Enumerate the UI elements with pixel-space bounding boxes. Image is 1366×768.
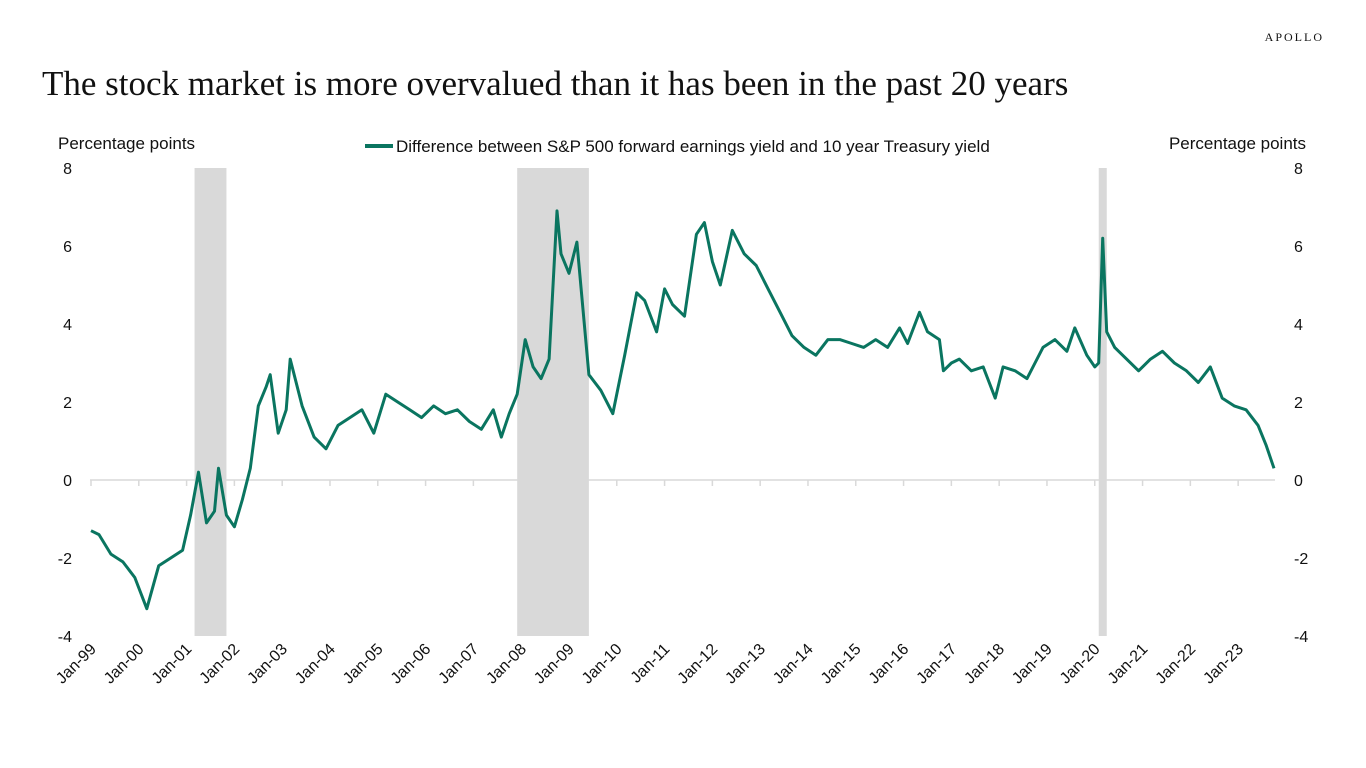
left-axis-unit-label: Percentage points (58, 134, 195, 153)
x-tick-label-Jan-20: Jan-20 (1057, 641, 1104, 688)
y-tick-left--2: -2 (58, 551, 72, 568)
x-tick-label-Jan-22: Jan-22 (1153, 641, 1200, 688)
x-tick-label-Jan-23: Jan-23 (1200, 641, 1247, 688)
y-tick-right--4: -4 (1294, 629, 1308, 646)
y-tick-right-4: 4 (1294, 317, 1303, 334)
x-tick-label-Jan-01: Jan-01 (149, 641, 196, 688)
x-tick-label-Jan-02: Jan-02 (197, 641, 244, 688)
y-tick-left-6: 6 (63, 239, 72, 256)
y-tick-left-2: 2 (63, 395, 72, 412)
y-tick-right-0: 0 (1294, 473, 1303, 490)
x-tick-label-Jan-09: Jan-09 (531, 641, 578, 688)
x-tick-label-Jan-06: Jan-06 (388, 641, 435, 688)
brand-logo: APOLLO (1264, 30, 1324, 44)
x-tick-label-Jan-05: Jan-05 (340, 641, 387, 688)
x-tick-label-Jan-21: Jan-21 (1105, 641, 1152, 688)
y-axis-ticks: -4 -4 -2 -2 0 0 2 2 4 4 6 6 8 8 (58, 161, 1309, 646)
x-tick-label-Jan-10: Jan-10 (579, 641, 626, 688)
x-tick-label-Jan-17: Jan-17 (914, 641, 961, 688)
series-line (90, 209, 1276, 611)
x-axis-ticks: Jan-99 Jan-00 Jan-01 Jan-02 Jan-03 Jan-04 Jan-… (53, 480, 1247, 687)
legend: Difference between S&P 500 forward earni… (365, 137, 990, 156)
recession-bands (194, 168, 1107, 636)
x-tick-label-Jan-99: Jan-99 (53, 641, 100, 688)
right-axis-unit-label: Percentage points (1169, 134, 1306, 153)
y-tick-right--2: -2 (1294, 551, 1308, 568)
chart-title: The stock market is more overvalued than… (42, 64, 1069, 103)
recession-band-1 (194, 168, 227, 636)
x-tick-label-Jan-11: Jan-11 (628, 641, 674, 687)
recession-band-3 (1098, 168, 1107, 636)
x-tick-label-Jan-15: Jan-15 (818, 641, 865, 688)
legend-label: Difference between S&P 500 forward earni… (396, 137, 990, 156)
x-tick-label-Jan-18: Jan-18 (961, 641, 1008, 688)
x-tick-label-Jan-14: Jan-14 (770, 641, 817, 688)
y-tick-left--4: -4 (58, 629, 72, 646)
x-tick-label-Jan-07: Jan-07 (436, 641, 483, 688)
recession-band-2 (517, 168, 589, 636)
y-tick-right-6: 6 (1294, 239, 1303, 256)
x-tick-label-Jan-19: Jan-19 (1009, 641, 1056, 688)
x-tick-label-Jan-13: Jan-13 (722, 641, 769, 688)
y-tick-left-4: 4 (63, 317, 72, 334)
x-tick-label-Jan-08: Jan-08 (483, 641, 530, 688)
x-tick-label-Jan-04: Jan-04 (292, 641, 339, 688)
x-tick-label-Jan-00: Jan-00 (101, 641, 148, 688)
y-tick-right-8: 8 (1294, 161, 1303, 178)
y-tick-right-2: 2 (1294, 395, 1303, 412)
y-tick-left-8: 8 (63, 161, 72, 178)
y-tick-left-0: 0 (63, 473, 72, 490)
x-tick-label-Jan-16: Jan-16 (866, 641, 913, 688)
x-tick-label-Jan-03: Jan-03 (244, 641, 291, 688)
x-tick-label-Jan-12: Jan-12 (675, 641, 722, 688)
